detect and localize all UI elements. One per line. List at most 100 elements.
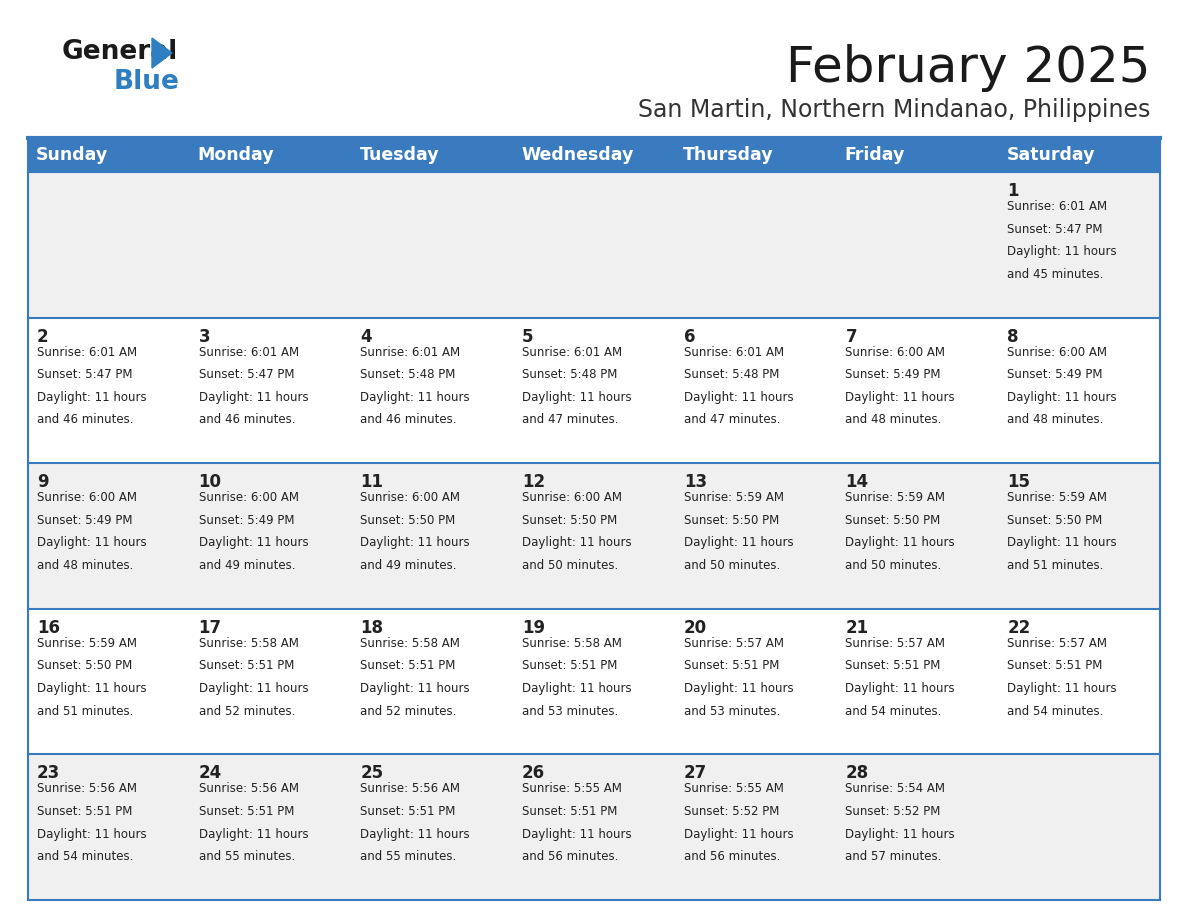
- Text: Daylight: 11 hours: Daylight: 11 hours: [360, 391, 470, 404]
- Bar: [998, 464, 1159, 609]
- Text: Sunrise: 5:57 AM: Sunrise: 5:57 AM: [1007, 637, 1107, 650]
- Text: 22: 22: [1007, 619, 1030, 637]
- Text: Sunset: 5:49 PM: Sunset: 5:49 PM: [846, 368, 941, 381]
- Text: and 54 minutes.: and 54 minutes.: [846, 704, 942, 718]
- Bar: [836, 172, 998, 318]
- Text: Sunset: 5:50 PM: Sunset: 5:50 PM: [846, 514, 941, 527]
- Text: Sunrise: 5:56 AM: Sunrise: 5:56 AM: [37, 782, 137, 795]
- Text: and 53 minutes.: and 53 minutes.: [684, 704, 781, 718]
- Text: Sunrise: 5:58 AM: Sunrise: 5:58 AM: [522, 637, 621, 650]
- Text: Sunday: Sunday: [36, 146, 108, 164]
- Text: 18: 18: [360, 619, 384, 637]
- Text: 16: 16: [37, 619, 59, 637]
- Text: and 56 minutes.: and 56 minutes.: [684, 850, 781, 863]
- Text: Sunset: 5:51 PM: Sunset: 5:51 PM: [198, 805, 293, 818]
- Text: 14: 14: [846, 473, 868, 491]
- Text: 10: 10: [198, 473, 222, 491]
- Text: Sunrise: 6:01 AM: Sunrise: 6:01 AM: [198, 345, 298, 359]
- Text: and 55 minutes.: and 55 minutes.: [198, 850, 295, 863]
- Text: Daylight: 11 hours: Daylight: 11 hours: [198, 391, 308, 404]
- Text: Daylight: 11 hours: Daylight: 11 hours: [522, 827, 632, 841]
- Text: 28: 28: [846, 765, 868, 782]
- Text: Sunset: 5:47 PM: Sunset: 5:47 PM: [198, 368, 295, 381]
- Text: Daylight: 11 hours: Daylight: 11 hours: [846, 391, 955, 404]
- Text: Sunrise: 5:58 AM: Sunrise: 5:58 AM: [360, 637, 460, 650]
- Text: Sunrise: 5:59 AM: Sunrise: 5:59 AM: [37, 637, 137, 650]
- Text: Sunrise: 6:01 AM: Sunrise: 6:01 AM: [522, 345, 623, 359]
- Text: Sunrise: 6:01 AM: Sunrise: 6:01 AM: [684, 345, 784, 359]
- Text: 24: 24: [198, 765, 222, 782]
- Text: and 50 minutes.: and 50 minutes.: [846, 559, 942, 572]
- Bar: [675, 318, 836, 464]
- Bar: [836, 464, 998, 609]
- Bar: [29, 609, 190, 755]
- Text: Sunrise: 6:01 AM: Sunrise: 6:01 AM: [360, 345, 461, 359]
- Text: February 2025: February 2025: [785, 44, 1150, 92]
- Text: Sunset: 5:50 PM: Sunset: 5:50 PM: [37, 659, 132, 672]
- Text: and 47 minutes.: and 47 minutes.: [522, 413, 619, 426]
- Text: Sunset: 5:47 PM: Sunset: 5:47 PM: [1007, 222, 1102, 236]
- Text: Sunrise: 5:59 AM: Sunrise: 5:59 AM: [846, 491, 946, 504]
- Text: 8: 8: [1007, 328, 1018, 345]
- Text: Daylight: 11 hours: Daylight: 11 hours: [198, 827, 308, 841]
- Text: 11: 11: [360, 473, 384, 491]
- Text: Sunset: 5:49 PM: Sunset: 5:49 PM: [198, 514, 295, 527]
- Text: and 49 minutes.: and 49 minutes.: [360, 559, 457, 572]
- Text: Daylight: 11 hours: Daylight: 11 hours: [684, 536, 794, 549]
- Text: Daylight: 11 hours: Daylight: 11 hours: [37, 536, 146, 549]
- Text: and 48 minutes.: and 48 minutes.: [1007, 413, 1104, 426]
- Bar: [675, 138, 836, 172]
- Text: and 57 minutes.: and 57 minutes.: [846, 850, 942, 863]
- Text: and 54 minutes.: and 54 minutes.: [37, 850, 133, 863]
- Text: Daylight: 11 hours: Daylight: 11 hours: [198, 682, 308, 695]
- Text: Sunrise: 6:00 AM: Sunrise: 6:00 AM: [198, 491, 298, 504]
- Text: Sunset: 5:50 PM: Sunset: 5:50 PM: [360, 514, 455, 527]
- Text: Sunrise: 6:00 AM: Sunrise: 6:00 AM: [522, 491, 623, 504]
- Text: Daylight: 11 hours: Daylight: 11 hours: [37, 391, 146, 404]
- Bar: [352, 318, 513, 464]
- Text: Sunrise: 6:01 AM: Sunrise: 6:01 AM: [37, 345, 137, 359]
- Text: Daylight: 11 hours: Daylight: 11 hours: [522, 682, 632, 695]
- Text: Daylight: 11 hours: Daylight: 11 hours: [1007, 391, 1117, 404]
- Text: and 45 minutes.: and 45 minutes.: [1007, 268, 1104, 281]
- Text: Thursday: Thursday: [683, 146, 773, 164]
- Bar: [352, 755, 513, 900]
- Bar: [513, 318, 675, 464]
- Text: Sunset: 5:51 PM: Sunset: 5:51 PM: [360, 805, 456, 818]
- Bar: [513, 138, 675, 172]
- Text: and 46 minutes.: and 46 minutes.: [360, 413, 457, 426]
- Text: Daylight: 11 hours: Daylight: 11 hours: [1007, 245, 1117, 258]
- Text: Sunrise: 5:58 AM: Sunrise: 5:58 AM: [198, 637, 298, 650]
- Text: Sunset: 5:51 PM: Sunset: 5:51 PM: [1007, 659, 1102, 672]
- Text: and 48 minutes.: and 48 minutes.: [37, 559, 133, 572]
- Text: Sunset: 5:50 PM: Sunset: 5:50 PM: [522, 514, 618, 527]
- Text: Sunset: 5:52 PM: Sunset: 5:52 PM: [684, 805, 779, 818]
- Text: Sunrise: 5:57 AM: Sunrise: 5:57 AM: [846, 637, 946, 650]
- Text: Daylight: 11 hours: Daylight: 11 hours: [684, 682, 794, 695]
- Text: Sunrise: 5:59 AM: Sunrise: 5:59 AM: [1007, 491, 1107, 504]
- Text: Sunset: 5:51 PM: Sunset: 5:51 PM: [846, 659, 941, 672]
- Text: 17: 17: [198, 619, 222, 637]
- Text: and 48 minutes.: and 48 minutes.: [846, 413, 942, 426]
- Bar: [513, 609, 675, 755]
- Bar: [190, 172, 352, 318]
- Bar: [29, 755, 190, 900]
- Text: Sunrise: 5:54 AM: Sunrise: 5:54 AM: [846, 782, 946, 795]
- Bar: [836, 755, 998, 900]
- Text: Sunset: 5:50 PM: Sunset: 5:50 PM: [1007, 514, 1102, 527]
- Text: Sunset: 5:51 PM: Sunset: 5:51 PM: [522, 805, 618, 818]
- Text: 6: 6: [684, 328, 695, 345]
- Text: Daylight: 11 hours: Daylight: 11 hours: [846, 827, 955, 841]
- Text: Daylight: 11 hours: Daylight: 11 hours: [846, 536, 955, 549]
- Bar: [513, 755, 675, 900]
- Bar: [513, 464, 675, 609]
- Text: 26: 26: [522, 765, 545, 782]
- Polygon shape: [152, 38, 172, 68]
- Text: and 52 minutes.: and 52 minutes.: [360, 704, 456, 718]
- Text: 1: 1: [1007, 182, 1018, 200]
- Text: 19: 19: [522, 619, 545, 637]
- Text: Sunset: 5:48 PM: Sunset: 5:48 PM: [522, 368, 618, 381]
- Text: Daylight: 11 hours: Daylight: 11 hours: [198, 536, 308, 549]
- Text: and 52 minutes.: and 52 minutes.: [198, 704, 295, 718]
- Text: Blue: Blue: [114, 69, 179, 95]
